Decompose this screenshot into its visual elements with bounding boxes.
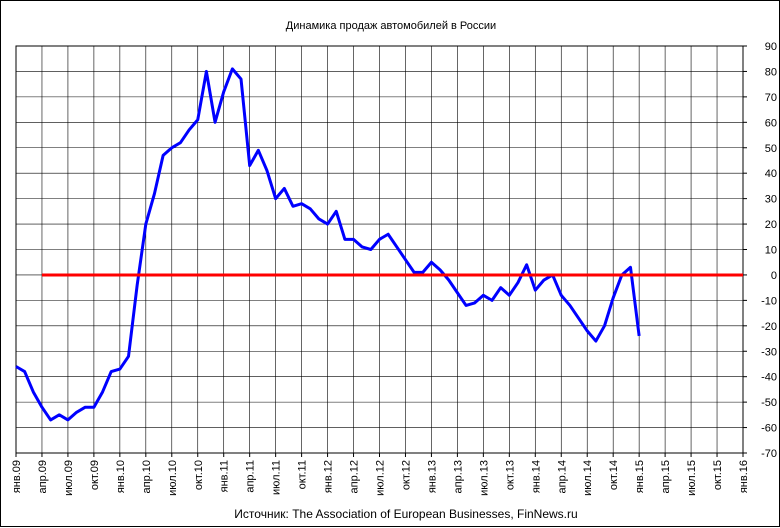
x-tick-label: янв.10 bbox=[115, 460, 127, 493]
x-tick-label: июл.14 bbox=[582, 460, 594, 496]
x-tick-label: июл.10 bbox=[167, 460, 179, 496]
x-axis-ticks: янв.09 апр.09 июл.09 окт.09 янв.10 апр.10 июл.… bbox=[11, 453, 750, 496]
y-tick-label: 80 bbox=[765, 66, 777, 78]
x-tick-label: янв.15 bbox=[634, 460, 646, 493]
x-tick-label: июл.15 bbox=[686, 460, 698, 496]
x-tick-label: апр.09 bbox=[37, 460, 49, 493]
x-tick-label: июл.12 bbox=[375, 460, 387, 496]
y-tick-label: 30 bbox=[765, 194, 777, 206]
x-tick-label: окт.09 bbox=[89, 460, 101, 490]
x-tick-label: апр.11 bbox=[245, 460, 257, 493]
y-tick-label: -60 bbox=[761, 423, 777, 435]
y-tick-label: 20 bbox=[765, 219, 777, 231]
y-tick-label: 50 bbox=[765, 143, 777, 155]
y-tick-label: -30 bbox=[761, 346, 777, 358]
x-tick-label: окт.13 bbox=[504, 460, 516, 490]
x-tick-label: янв.16 bbox=[738, 460, 750, 493]
x-tick-label: апр.14 bbox=[556, 460, 568, 493]
x-tick-label: янв.13 bbox=[426, 460, 438, 493]
x-tick-label: янв.11 bbox=[219, 460, 231, 492]
y-tick-label: -50 bbox=[761, 397, 777, 409]
x-tick-label: янв.09 bbox=[11, 460, 23, 493]
x-tick-label: апр.12 bbox=[349, 460, 361, 493]
y-tick-label: -10 bbox=[761, 295, 777, 307]
x-tick-label: окт.12 bbox=[400, 460, 412, 490]
x-tick-label: апр.13 bbox=[452, 460, 464, 493]
y-tick-label: -40 bbox=[761, 372, 777, 384]
source-note: Источник: The Association of European Bu… bbox=[234, 507, 577, 521]
x-tick-label: окт.15 bbox=[712, 460, 724, 490]
x-tick-label: окт.11 bbox=[297, 460, 309, 489]
y-tick-label: -20 bbox=[761, 321, 777, 333]
chart-title: Динамика продаж автомобилей в России bbox=[286, 20, 496, 32]
y-tick-label: 0 bbox=[771, 270, 777, 282]
x-tick-label: янв.12 bbox=[323, 460, 335, 493]
y-tick-label: 10 bbox=[765, 245, 777, 257]
x-tick-label: июл.13 bbox=[478, 460, 490, 496]
x-tick-label: апр.10 bbox=[141, 460, 153, 493]
y-tick-label: 40 bbox=[765, 168, 777, 180]
x-tick-label: янв.14 bbox=[530, 460, 542, 493]
x-tick-label: окт.10 bbox=[193, 460, 205, 490]
y-tick-label: 60 bbox=[765, 117, 777, 129]
x-tick-label: июл.09 bbox=[63, 460, 75, 496]
series-layer bbox=[15, 67, 743, 422]
x-tick-label: окт.14 bbox=[608, 460, 620, 490]
y-tick-label: 90 bbox=[765, 41, 777, 53]
series-line-sales bbox=[15, 67, 641, 422]
y-tick-label: -70 bbox=[761, 448, 777, 460]
y-axis-ticks: -70 -60 -50 -40 -30 -20 -10 0 10 20 30 40 50 60 70 80 90 bbox=[743, 41, 777, 460]
y-tick-label: 70 bbox=[765, 92, 777, 104]
x-tick-label: апр.15 bbox=[660, 460, 672, 493]
x-tick-label: июл.11 bbox=[271, 460, 283, 495]
